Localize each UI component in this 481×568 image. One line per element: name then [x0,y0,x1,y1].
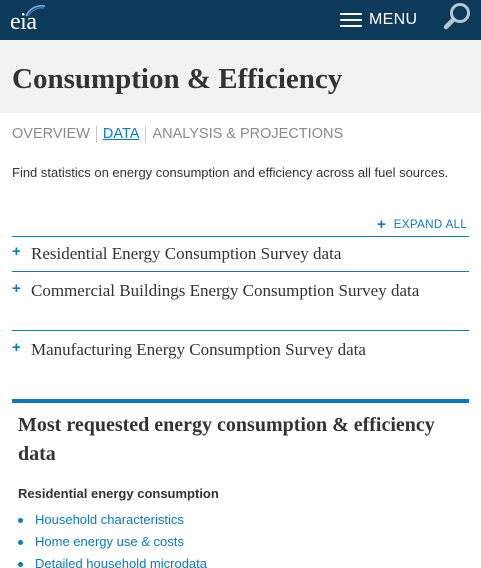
page-title: Consumption & Efficiency [12,63,343,95]
most-requested-panel: Most requested energy consumption & effi… [12,399,469,568]
list-item: Home energy use & costs [18,531,207,553]
list-item: Detailed household microdata [18,553,207,568]
accordion-item-mecs[interactable]: + Manufacturing Energy Consumption Survey… [12,330,469,366]
accordion-item-label: Residential Energy Consumption Survey da… [31,244,342,263]
link-detailed-household-microdata[interactable]: Detailed household microdata [35,556,207,568]
bullet-icon [18,539,23,545]
link-home-energy-use-costs[interactable]: Home energy use & costs [35,534,184,549]
residential-section-heading: Residential energy consumption [18,486,219,501]
accordion-item-label: Commercial Buildings Energy Consumption … [31,281,420,300]
most-requested-links: Household characteristics Home energy us… [18,509,207,568]
logo-text: eia [10,9,37,35]
link-household-characteristics[interactable]: Household characteristics [35,512,184,527]
section-tabs: OVERVIEW DATA ANALYSIS & PROJECTIONS [12,124,343,144]
accordion-item-text: + Commercial Buildings Energy Consumption… [12,280,469,302]
menu-button[interactable]: MENU [340,8,417,32]
hamburger-menu-icon [340,12,362,28]
expand-all-button[interactable]: + EXPAND ALL [377,217,467,233]
tab-divider [145,125,147,143]
plus-icon: + [12,280,21,297]
logo-swoosh-icon [25,5,46,17]
tab-overview[interactable]: OVERVIEW [12,126,90,142]
most-requested-title: Most requested energy consumption & effi… [18,414,435,465]
search-icon [443,3,470,30]
plus-icon: + [377,216,386,233]
intro-text: Find statistics on energy consumption an… [12,165,449,180]
tab-analysis-projections[interactable]: ANALYSIS & PROJECTIONS [152,126,344,142]
expand-all-label: EXPAND ALL [393,219,468,231]
title-band: Consumption & Efficiency [0,40,481,113]
bullet-icon [18,561,23,567]
tab-divider [95,125,97,143]
bullet-icon [18,517,23,523]
accordion-item-recs[interactable]: + Residential Energy Consumption Survey d… [12,236,469,272]
plus-icon: + [12,243,21,260]
plus-icon: + [12,339,21,356]
top-navigation-bar: eia MENU [0,0,481,40]
accordion-item-cbecs[interactable]: + Commercial Buildings Energy Consumption… [12,271,469,331]
eia-logo[interactable]: eia [10,4,50,36]
tab-data[interactable]: DATA [102,126,140,142]
search-button[interactable] [441,0,475,34]
menu-label: MENU [369,11,418,28]
list-item: Household characteristics [18,509,207,531]
accordion-item-label: Manufacturing Energy Consumption Survey … [31,340,366,359]
